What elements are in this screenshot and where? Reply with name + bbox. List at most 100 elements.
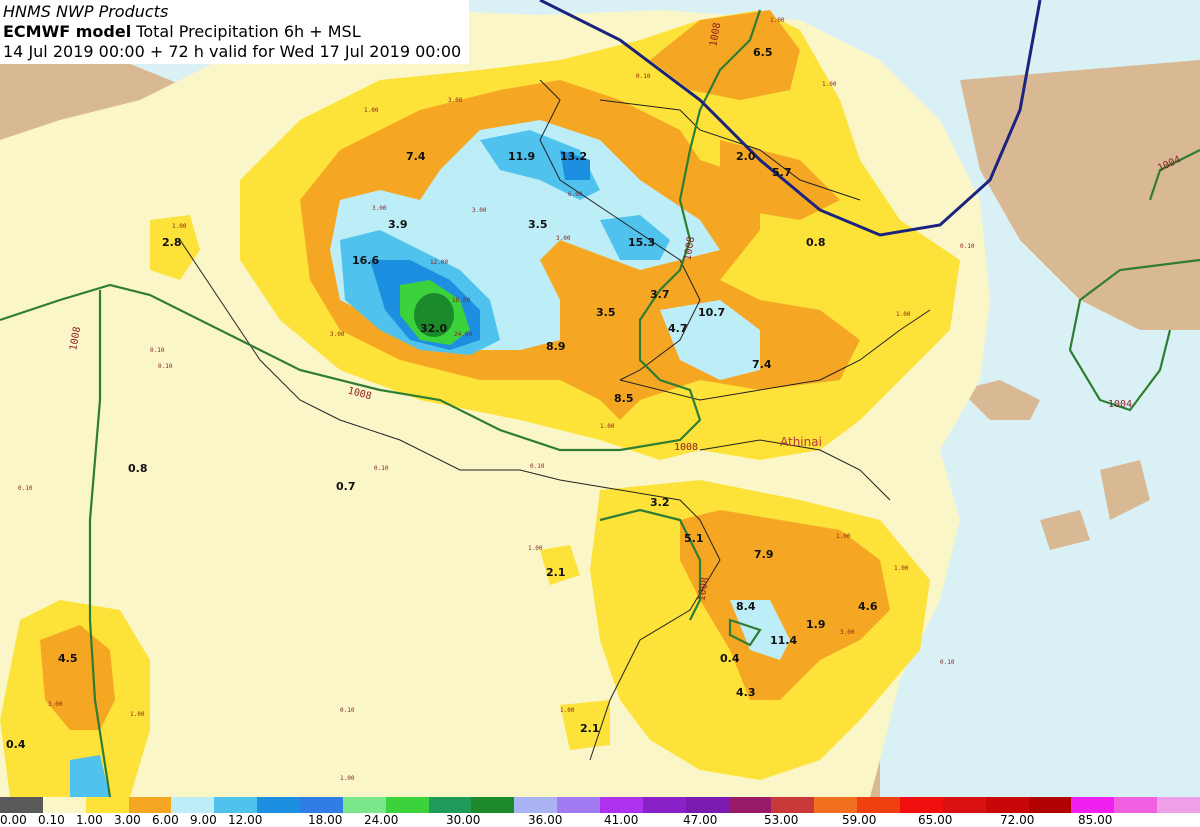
legend-swatch xyxy=(42,797,86,813)
value-label: 3.9 xyxy=(388,218,408,231)
isobar-label: 1004 xyxy=(1108,399,1132,410)
legend-swatch xyxy=(857,797,901,813)
contour-label: 1.00 xyxy=(130,711,145,718)
value-label: 1.9 xyxy=(806,618,826,631)
value-label: 11.9 xyxy=(508,150,535,163)
legend-swatch xyxy=(685,797,729,813)
contour-labels: 1.00 3.00 1.00 0.10 3.00 1.00 3.00 1.00 … xyxy=(18,17,975,782)
precipitation-map: Athinai 1008 1008 1008 1008 1008 1008 10… xyxy=(0,0,1200,797)
precip-orange-south xyxy=(680,510,890,700)
value-label: 2.1 xyxy=(546,566,566,579)
color-legend: 0.00 0.10 1.00 3.00 6.00 9.00 12.00 18.00 24.00 3… xyxy=(0,797,1200,827)
value-label: 4.7 xyxy=(668,322,688,335)
legend-swatch xyxy=(814,797,858,813)
value-label: 0.7 xyxy=(336,480,356,493)
legend-swatch xyxy=(728,797,772,813)
legend-swatch xyxy=(85,797,129,813)
contour-label: 3.00 xyxy=(840,629,855,636)
value-label: 0.8 xyxy=(806,236,826,249)
value-label: 7.4 xyxy=(752,358,772,371)
value-label: 0.4 xyxy=(720,652,740,665)
coastlines xyxy=(179,79,931,761)
legend-labels: 0.00 0.10 1.00 3.00 6.00 9.00 12.00 18.00 24.00 3… xyxy=(0,813,1200,827)
isobar-label: 1008 xyxy=(708,22,723,48)
contour-label: 1.00 xyxy=(822,81,837,88)
legend-label: 24.00 xyxy=(364,813,399,827)
precip-dark-green-core xyxy=(414,293,454,337)
contour-label: 1.00 xyxy=(600,423,615,430)
legend-label: 59.00 xyxy=(842,813,877,827)
legend-swatch xyxy=(642,797,686,813)
contour-label: 0.10 xyxy=(374,465,389,472)
value-label: 10.7 xyxy=(698,306,725,319)
model-name: ECMWF model xyxy=(3,22,132,41)
contour-label: 1.00 xyxy=(896,311,911,318)
legend-swatch xyxy=(342,797,386,813)
legend-swatch xyxy=(1157,797,1200,813)
value-label: 11.4 xyxy=(770,634,797,647)
legend-swatch xyxy=(0,797,43,813)
contour-label: 12.00 xyxy=(430,259,448,266)
contour-label: 3.00 xyxy=(448,97,463,104)
legend-label: 0.00 xyxy=(0,813,27,827)
value-label: 8.9 xyxy=(546,340,566,353)
contour-label: 18.00 xyxy=(452,297,470,304)
contour-label: 1.00 xyxy=(894,565,909,572)
legend-label: 1.00 xyxy=(76,813,103,827)
value-label: 3.5 xyxy=(596,306,616,319)
legend-label: 36.00 xyxy=(528,813,563,827)
value-label: 16.6 xyxy=(352,254,379,267)
legend-label: 12.00 xyxy=(228,813,263,827)
isobar-label: 1008 xyxy=(696,576,711,602)
contour-label: 1.00 xyxy=(340,775,355,782)
legend-label: 47.00 xyxy=(683,813,718,827)
value-label: 4.3 xyxy=(736,686,756,699)
legend-label: 72.00 xyxy=(1000,813,1035,827)
legend-swatch xyxy=(1028,797,1072,813)
precip-pale-blue-east xyxy=(660,300,760,380)
product-title: HNMS NWP Products xyxy=(3,2,169,21)
contour-label: 6.00 xyxy=(568,191,583,198)
legend-swatch xyxy=(428,797,472,813)
contour-label: 3.00 xyxy=(556,235,571,242)
legend-label: 65.00 xyxy=(918,813,953,827)
value-label: 2.0 xyxy=(736,150,756,163)
legend-swatch xyxy=(942,797,986,813)
precip-blue-sw xyxy=(70,755,110,797)
contour-label: 0.10 xyxy=(18,485,33,492)
legend-swatch xyxy=(257,797,301,813)
value-label: 3.2 xyxy=(650,496,670,509)
contour-label: 0.10 xyxy=(340,707,355,714)
contour-label: 3.00 xyxy=(372,205,387,212)
isobar-label: 1008 xyxy=(674,442,698,453)
legend-label: 41.00 xyxy=(604,813,639,827)
value-label: 0.8 xyxy=(128,462,148,475)
value-label: 5.1 xyxy=(684,532,704,545)
contour-label: 0.10 xyxy=(150,347,165,354)
contour-label: 3.00 xyxy=(48,701,63,708)
contour-label: 1.00 xyxy=(836,533,851,540)
contour-label: 0.10 xyxy=(960,243,975,250)
contour-label: 24.00 xyxy=(454,331,472,338)
precip-values: 6.5 7.4 11.9 13.2 2.0 5.7 3.9 3.5 15.3 0… xyxy=(6,46,878,751)
legend-color-bar xyxy=(0,797,1200,813)
legend-swatch xyxy=(600,797,643,813)
value-label: 3.5 xyxy=(528,218,548,231)
legend-label: 53.00 xyxy=(764,813,799,827)
legend-label: 85.00 xyxy=(1078,813,1113,827)
model-title: ECMWF model Total Precipitation 6h + MSL xyxy=(3,22,461,42)
contour-label: 1.00 xyxy=(172,223,187,230)
legend-label: 18.00 xyxy=(308,813,343,827)
contour-label: 1.00 xyxy=(364,107,379,114)
legend-swatch xyxy=(471,797,515,813)
land-turkey xyxy=(960,60,1200,330)
legend-swatch xyxy=(128,797,172,813)
value-label: 2.1 xyxy=(580,722,600,735)
isobars xyxy=(0,9,1200,797)
legend-swatch xyxy=(985,797,1029,813)
legend-swatch xyxy=(385,797,429,813)
city-label-athinai: Athinai xyxy=(780,435,822,449)
value-label: 15.3 xyxy=(628,236,655,249)
value-label: 13.2 xyxy=(560,150,587,163)
